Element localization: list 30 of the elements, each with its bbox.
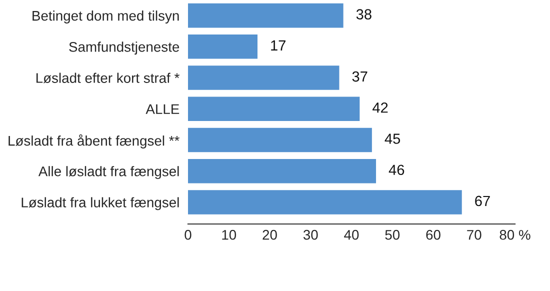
x-tick-label: 40 — [344, 230, 359, 240]
y-tick-label: ALLE — [146, 104, 180, 114]
data-label: 17 — [271, 40, 286, 50]
y-tick-label: Løsladt efter kort straf * — [36, 72, 180, 84]
data-label: 38 — [356, 9, 372, 20]
bar — [188, 66, 340, 90]
y-tick-label: Samfundstjeneste — [69, 42, 180, 55]
y-tick-label: Alle løsladt fra fængsel — [38, 166, 179, 180]
data-label: 37 — [352, 71, 368, 82]
x-tick-label: 70 — [467, 230, 482, 240]
x-tick-label: 50 — [385, 230, 400, 240]
data-label: 45 — [384, 134, 400, 144]
x-tick-label: 10 — [222, 230, 236, 240]
bar — [188, 158, 376, 184]
bar — [188, 34, 258, 59]
data-label: 67 — [475, 196, 490, 206]
x-tick-label: 20 — [262, 230, 277, 240]
y-tick-label: Løsladt fra åbent fængsel ** — [8, 134, 180, 148]
bar — [188, 128, 372, 152]
x-tick-label: 0 — [184, 230, 192, 240]
x-tick-label: 80 % — [500, 230, 530, 240]
bar — [188, 96, 360, 122]
data-label: 42 — [372, 102, 388, 113]
bar — [188, 3, 344, 28]
x-tick-label: 60 — [426, 230, 440, 240]
bar — [188, 190, 462, 214]
y-tick-label: Betinget dom med tilsyn — [32, 10, 179, 24]
data-label: 46 — [388, 164, 404, 176]
y-tick-label: Løsladt fra lukket fængsel — [22, 197, 179, 210]
x-tick-label: 30 — [303, 230, 318, 240]
